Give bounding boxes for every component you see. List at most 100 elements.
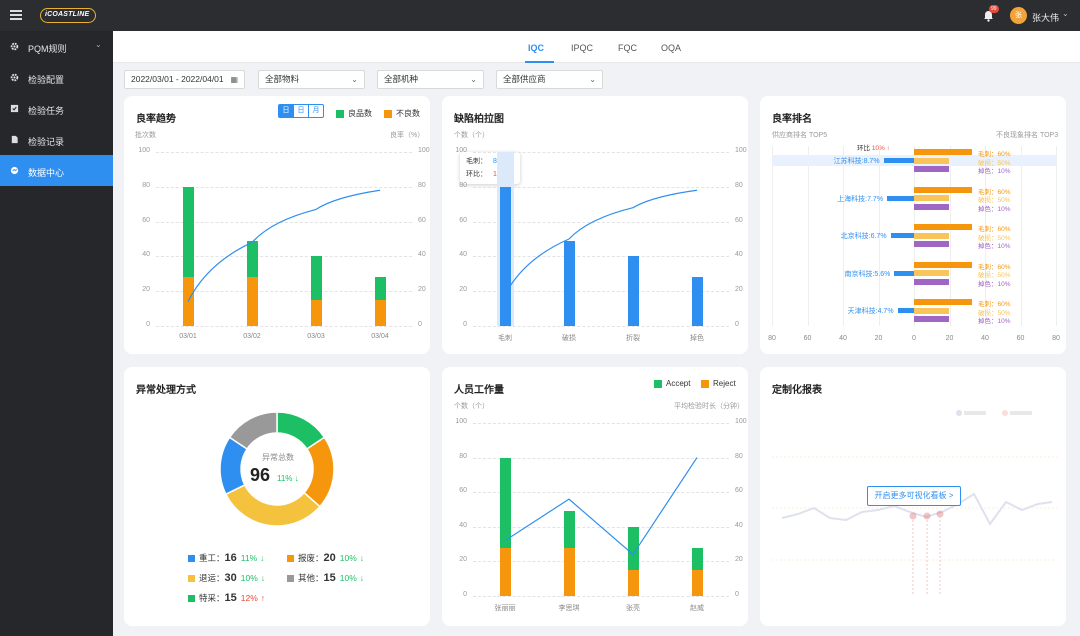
bar-green: [310, 256, 322, 300]
user-name[interactable]: 张大伟: [1032, 13, 1060, 23]
gridline: [156, 186, 412, 188]
y-tick-label: 0: [463, 321, 467, 328]
trend-line-svg: [187, 189, 381, 302]
defect-label: 破损：50%: [978, 234, 1011, 242]
vgridline: [807, 146, 809, 326]
legend-pct: 11%: [240, 553, 258, 563]
y-axis-left-label: 个数（个）: [454, 132, 489, 139]
yoy-label: 环比 10% ↑: [857, 145, 890, 152]
period-day-button-2[interactable]: 日: [294, 105, 309, 117]
bar-orange: [310, 299, 322, 326]
defect-label: 破损：50%: [978, 197, 1011, 204]
period-day-button[interactable]: 日: [279, 105, 294, 117]
supplier-select-value: 全部供应商: [503, 74, 546, 84]
bar-supplier: [894, 270, 914, 276]
y-tick-label: 20: [459, 556, 467, 564]
bar-orange: [627, 570, 639, 596]
y-axis-left-label: 个数（个）: [454, 403, 489, 410]
chevron-down-icon[interactable]: ⌄: [1062, 9, 1069, 18]
bar-green: [691, 547, 703, 571]
y-tick-label: 100: [455, 418, 467, 425]
supplier-label: 上海科技:7.7%: [837, 195, 884, 203]
period-month-button[interactable]: 月: [312, 107, 320, 114]
sidebar-item-label: 检验记录: [28, 137, 65, 147]
card-title: 良率趋势: [136, 114, 176, 125]
sidebar-item-inspection-task[interactable]: 检验任务: [0, 93, 113, 124]
custom-report-placeholder-graphic: [772, 410, 1057, 596]
bar-defect: [914, 261, 972, 268]
bar-defect: [914, 241, 949, 247]
supplier-label: 南京科技:5.6%: [844, 270, 891, 278]
bar-defect: [914, 270, 949, 276]
defect-label: 掉色：10%: [978, 318, 1011, 325]
card-title: 定制化报表: [772, 385, 822, 396]
document-icon: [11, 135, 18, 144]
sidebar-item-inspection-records[interactable]: 检验记录: [0, 124, 113, 155]
legend-value: 20: [323, 552, 336, 564]
bar-blue: [563, 240, 575, 326]
bar-defect: [914, 232, 949, 239]
chevron-down-icon: ⌄: [589, 75, 596, 84]
y-tick-label: 60: [142, 216, 150, 224]
exception-legend-item: 重工：16 11% ↓: [188, 552, 264, 564]
x-tick-label: 80: [768, 335, 776, 342]
machine-select-value: 全部机种: [384, 74, 419, 84]
avatar[interactable]: 张: [1010, 7, 1027, 24]
sidebar-item-pqm-rules[interactable]: PQM规则 ⌄: [0, 31, 113, 62]
bar-defect: [914, 299, 972, 305]
donut-svg: [219, 411, 335, 527]
arrow-up-icon: ↑: [886, 145, 890, 152]
tab-ipqc[interactable]: IPQC: [571, 43, 594, 53]
y-tick-label-right: 80: [418, 181, 426, 189]
gridline: [473, 326, 729, 327]
bar-defect: [914, 195, 949, 201]
trend-line: [504, 457, 698, 556]
x-tick-label: 80: [1052, 335, 1060, 342]
bar-supplier: [887, 195, 914, 201]
y-tick-label-right: 0: [418, 321, 422, 328]
app-logo[interactable]: iCOASTLINE: [40, 8, 97, 23]
x-tick-label: 掉色: [690, 335, 704, 342]
y-axis-right-label: 良率（%）: [390, 132, 425, 139]
y-tick-label: 80: [459, 181, 467, 189]
gridline: [473, 492, 729, 494]
gridline: [473, 457, 729, 459]
y-tick-label: 100: [455, 147, 467, 154]
notification-bell-icon[interactable]: 99: [983, 5, 999, 22]
sidebar-item-data-center[interactable]: 数据中心: [0, 155, 113, 186]
donut-total: 96: [250, 465, 271, 485]
x-tick-label: 40: [981, 335, 989, 342]
bar-defect: [914, 149, 972, 155]
chevron-down-icon: ⌄: [95, 40, 102, 49]
sidebar-item-inspection-config[interactable]: 检验配置: [0, 62, 113, 93]
y-tick-label-right: 100: [735, 418, 747, 425]
card-title: 良率排名: [772, 114, 812, 125]
tab-oqa[interactable]: OQA: [661, 43, 682, 53]
y-tick-label-right: 0: [735, 321, 739, 328]
machine-select[interactable]: 全部机种 ⌄: [377, 70, 484, 89]
arrow-down-icon: ↓: [260, 553, 265, 563]
gridline: [473, 221, 729, 223]
hamburger-menu-icon[interactable]: [10, 10, 22, 20]
defect-label: 破损：50%: [978, 159, 1011, 167]
legend-swatch: [188, 575, 195, 583]
y-tick-label-right: 0: [735, 591, 739, 598]
donut-center-label: 异常总数: [262, 453, 294, 462]
y-tick-label-right: 40: [418, 251, 426, 259]
gear-icon: [10, 73, 19, 82]
date-range-picker[interactable]: 2022/03/01 - 2022/04/01 ▦: [124, 70, 245, 89]
chevron-down-icon: ⌄: [470, 75, 477, 84]
open-more-dashboards-button[interactable]: 开启更多可视化看板 >: [867, 486, 961, 506]
x-tick-label: 03/04: [371, 333, 389, 340]
legend-name: 特采：: [199, 593, 225, 603]
legend-pct: 10%: [339, 573, 357, 583]
vgridline: [772, 146, 773, 326]
supplier-select[interactable]: 全部供应商 ⌄: [496, 70, 603, 89]
bar-defect: [914, 307, 949, 314]
bar-defect: [914, 316, 949, 322]
y-tick-label-right: 60: [418, 216, 426, 224]
tab-fqc[interactable]: FQC: [618, 43, 637, 53]
material-select[interactable]: 全部物料 ⌄: [258, 70, 365, 89]
tab-iqc[interactable]: IQC: [528, 43, 545, 53]
exception-legend-item: 其他：15 10% ↓: [287, 572, 364, 584]
